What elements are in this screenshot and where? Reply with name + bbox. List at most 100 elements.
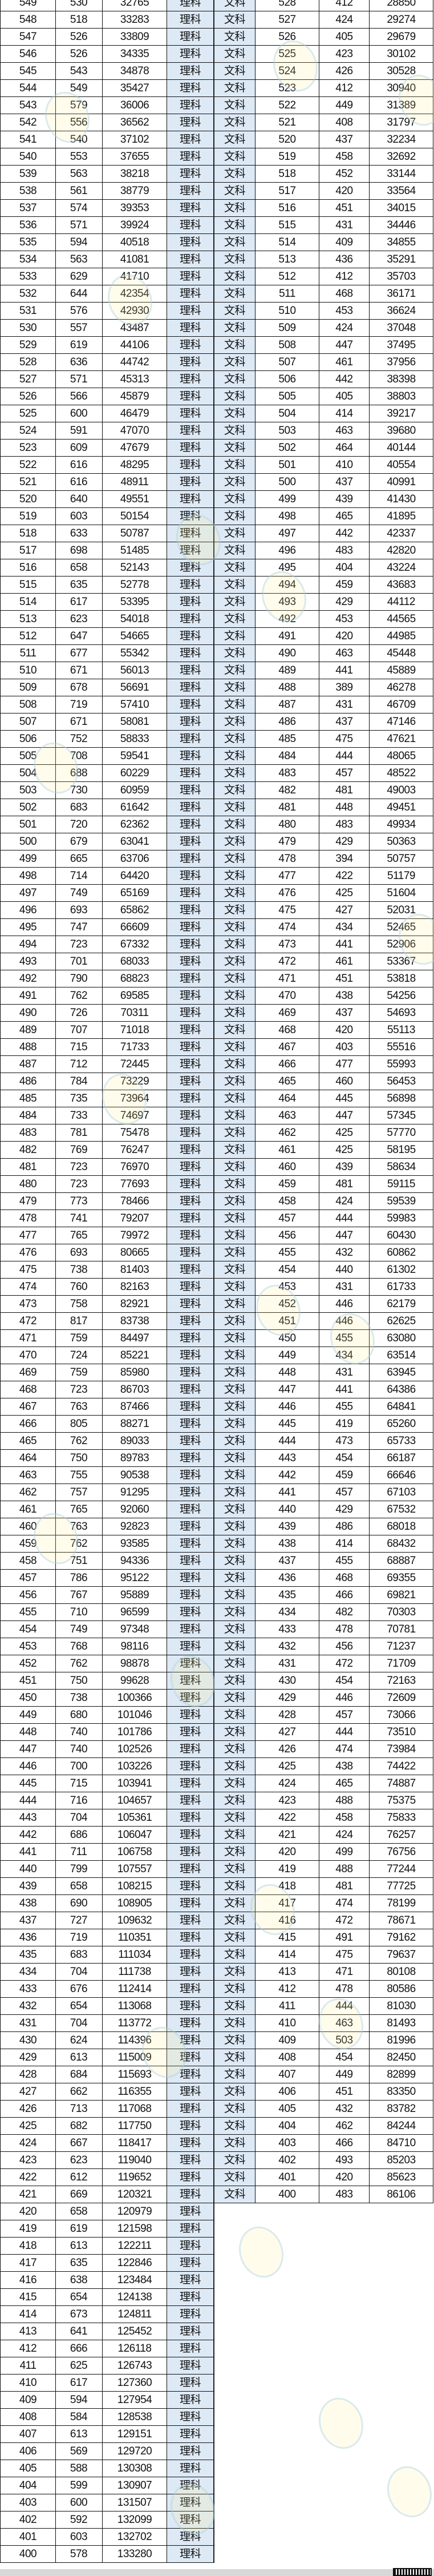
liberal-arts-count-cell: 458: [319, 148, 370, 166]
liberal-arts-score-cell: 414: [255, 1946, 319, 1964]
table-row: 420 658 120979 理科: [0, 2203, 434, 2220]
science-cumulative-cell: 68823: [103, 970, 167, 987]
liberal-arts-score-cell: 405: [255, 2101, 319, 2118]
liberal-arts-cumulative-cell: 75833: [370, 1809, 433, 1827]
liberal-arts-score-cell: 445: [255, 1416, 319, 1433]
table-row: 401 603 132702 理科: [0, 2529, 434, 2546]
science-count-cell: 677: [55, 645, 103, 662]
science-score-cell: 468: [0, 1381, 56, 1398]
science-score-cell: 544: [0, 80, 56, 97]
liberal-arts-count-cell: 457: [319, 765, 370, 782]
liberal-arts-cumulative-cell: 33144: [370, 166, 433, 183]
science-score-cell: 491: [0, 987, 56, 1005]
science-cumulative-cell: 56691: [103, 679, 167, 696]
liberal-arts-score-cell: 440: [255, 1501, 319, 1518]
table-row: 524 591 47070 理科 文科 503 463 39680: [0, 422, 434, 440]
science-count-cell: 669: [55, 2186, 103, 2203]
liberal-arts-cumulative-cell: 44985: [370, 628, 433, 645]
science-score-cell: 400: [0, 2546, 56, 2563]
science-label-cell: 理科: [167, 748, 214, 765]
science-count-cell: 623: [55, 2152, 103, 2169]
science-count-cell: 707: [55, 1022, 103, 1039]
liberal-arts-cumulative-cell: 49934: [370, 816, 433, 833]
science-count-cell: 757: [55, 1484, 103, 1501]
science-count-cell: 765: [55, 1227, 103, 1244]
table-row: 495 747 66609 理科 文科 474 434 52465: [0, 919, 434, 936]
table-row: 544 549 35427 理科 文科 523 412 30940: [0, 80, 434, 97]
science-label-cell: 理科: [167, 1107, 214, 1124]
liberal-arts-cumulative-cell: 41430: [370, 491, 433, 508]
science-label-cell: 理科: [167, 1707, 214, 1724]
table-row: 520 640 49551 理科 文科 499 439 41430: [0, 491, 434, 508]
liberal-arts-label-cell: 文科: [214, 80, 255, 97]
science-score-cell: 515: [0, 577, 56, 594]
liberal-arts-count-cell: 493: [319, 2152, 370, 2169]
liberal-arts-label-cell: 文科: [214, 936, 255, 953]
science-cumulative-cell: 103941: [103, 1775, 167, 1792]
liberal-arts-label-cell: 文科: [214, 1707, 255, 1724]
liberal-arts-score-cell: 493: [255, 594, 319, 611]
science-score-cell: 478: [0, 1210, 56, 1227]
table-row: 538 561 38779 理科 文科 517 420 33564: [0, 183, 434, 200]
science-label-cell: 理科: [167, 936, 214, 953]
liberal-arts-count-cell: 455: [319, 1330, 370, 1347]
table-row: 425 682 117750 理科 文科 404 462 84244: [0, 2118, 434, 2135]
science-count-cell: 700: [55, 1758, 103, 1775]
liberal-arts-count-cell: 472: [319, 1655, 370, 1672]
science-score-cell: 449: [0, 1707, 56, 1724]
liberal-arts-score-cell: 433: [255, 1621, 319, 1638]
science-label-cell: 理科: [167, 1313, 214, 1330]
science-score-cell: 480: [0, 1176, 56, 1193]
science-score-cell: 473: [0, 1296, 56, 1313]
table-row: 461 765 92060 理科 文科 440 429 67532: [0, 1501, 434, 1518]
science-cumulative-cell: 122846: [103, 2255, 167, 2272]
liberal-arts-label-cell: 文科: [214, 2049, 255, 2066]
table-row: 406 569 129720 理科: [0, 2443, 434, 2460]
science-label-cell: 理科: [167, 1261, 214, 1279]
liberal-arts-score-cell: 450: [255, 1330, 319, 1347]
liberal-arts-label-cell: 文科: [214, 1809, 255, 1827]
liberal-arts-label-cell: 文科: [214, 1981, 255, 1998]
liberal-arts-cumulative-cell: 60430: [370, 1227, 433, 1244]
table-row: 437 727 109632 理科 文科 416 472 78671: [0, 1912, 434, 1929]
table-row: 542 556 36562 理科 文科 521 408 31797: [0, 114, 434, 131]
science-score-cell: 540: [0, 148, 56, 166]
science-label-cell: 理科: [167, 1176, 214, 1193]
science-label-cell: 理科: [167, 148, 214, 166]
science-score-cell: 549: [0, 0, 56, 11]
science-label-cell: 理科: [167, 850, 214, 868]
liberal-arts-score-cell: 457: [255, 1210, 319, 1227]
liberal-arts-score-cell: 462: [255, 1124, 319, 1142]
liberal-arts-count-cell: 412: [319, 80, 370, 97]
science-cumulative-cell: 83738: [103, 1313, 167, 1330]
liberal-arts-label-cell: 文科: [214, 1792, 255, 1809]
liberal-arts-label-cell: 文科: [214, 645, 255, 662]
science-cumulative-cell: 63706: [103, 850, 167, 868]
liberal-arts-count-cell: 440: [319, 1261, 370, 1279]
liberal-arts-cumulative-cell: 63945: [370, 1364, 433, 1381]
science-cumulative-cell: 123484: [103, 2272, 167, 2289]
liberal-arts-label-cell: 文科: [214, 1261, 255, 1279]
table-row: 476 693 80665 理科 文科 455 432 60862: [0, 1244, 434, 1261]
science-label-cell: 理科: [167, 1792, 214, 1809]
liberal-arts-cumulative-cell: 78199: [370, 1895, 433, 1912]
liberal-arts-cumulative-cell: 81996: [370, 2032, 433, 2049]
science-count-cell: 769: [55, 1142, 103, 1159]
science-score-cell: 486: [0, 1073, 56, 1090]
science-score-cell: 427: [0, 2083, 56, 2101]
science-score-cell: 512: [0, 628, 56, 645]
science-label-cell: 理科: [167, 577, 214, 594]
science-count-cell: 760: [55, 1279, 103, 1296]
science-label-cell: 理科: [167, 2409, 214, 2426]
liberal-arts-cumulative-cell: 35291: [370, 251, 433, 268]
liberal-arts-count-cell: 461: [319, 953, 370, 970]
science-score-cell: 546: [0, 46, 56, 63]
liberal-arts-label-cell: 文科: [214, 1912, 255, 1929]
science-count-cell: 579: [55, 97, 103, 114]
science-count-cell: 571: [55, 371, 103, 388]
science-label-cell: 理科: [167, 1809, 214, 1827]
science-label-cell: 理科: [167, 2357, 214, 2375]
liberal-arts-score-cell: 491: [255, 628, 319, 645]
science-cumulative-cell: 57410: [103, 696, 167, 713]
science-score-cell: 511: [0, 645, 56, 662]
